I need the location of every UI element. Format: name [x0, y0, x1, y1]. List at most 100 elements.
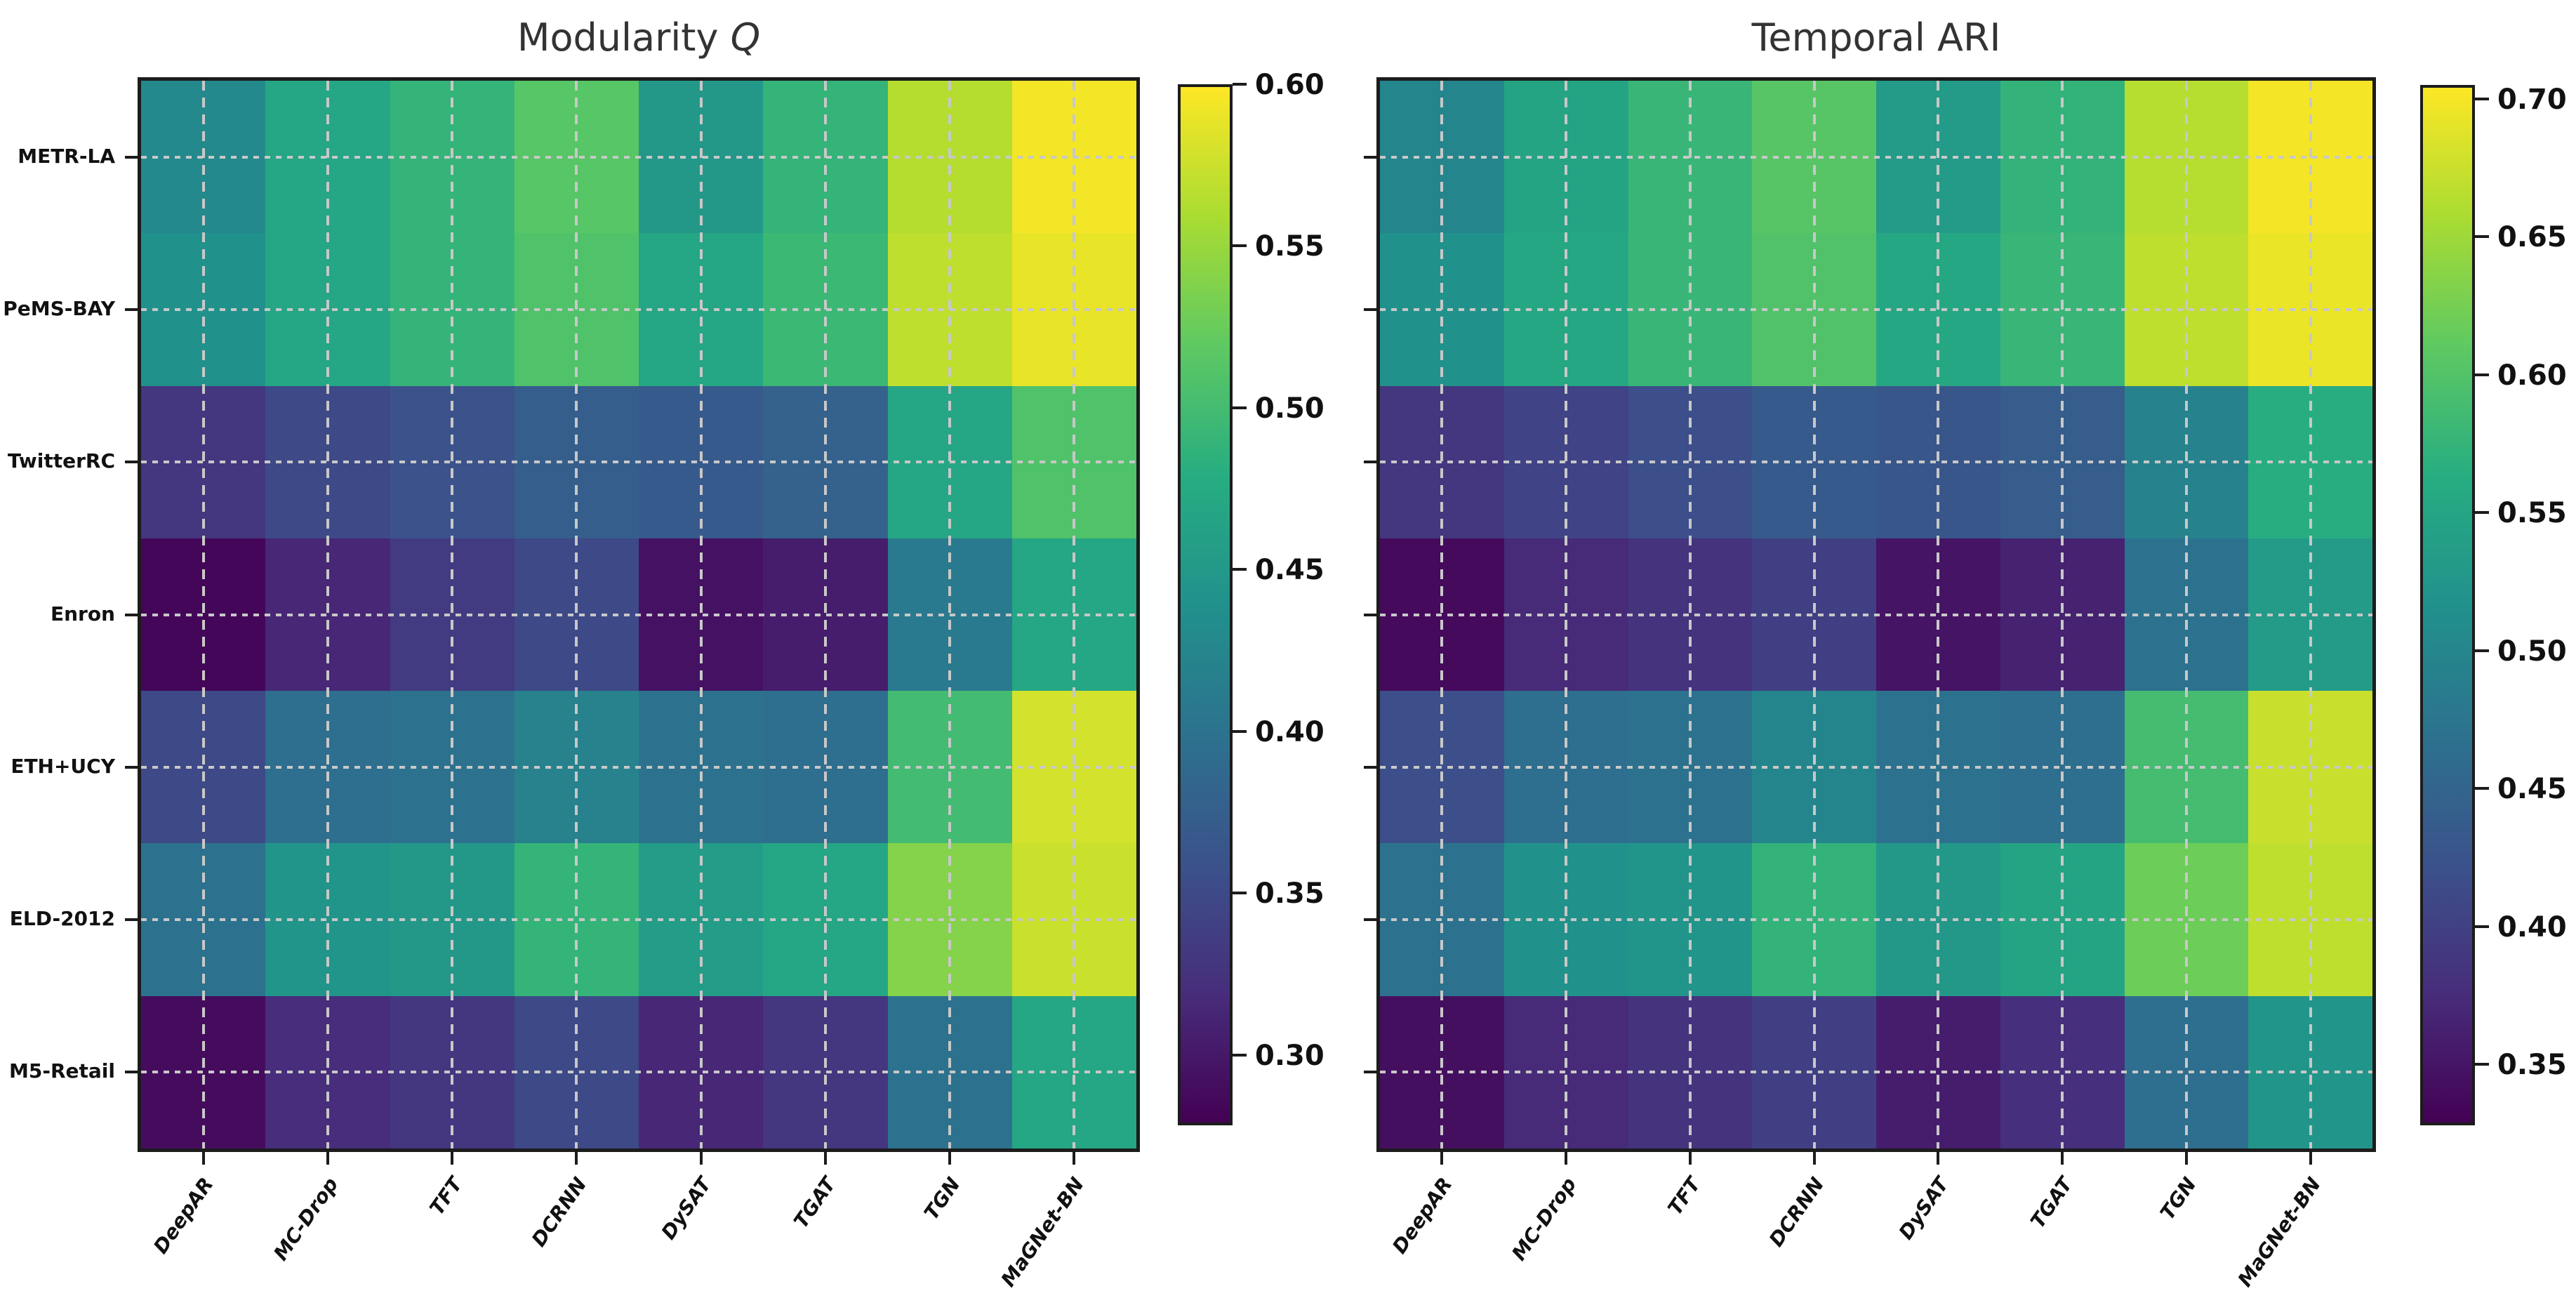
colorbar-tick-mark [2475, 1063, 2489, 1066]
x-tick-label-TGAT: TGAT [2026, 1173, 2078, 1233]
horizontal-gridline [1380, 1071, 2372, 1074]
colorbar-left [1178, 84, 1233, 1125]
colorbar-tick-mark [2475, 373, 2489, 376]
horizontal-gridline [1380, 765, 2372, 769]
x-tick-label-TGN: TGN [919, 1173, 965, 1224]
y-tick-mark [125, 1071, 138, 1074]
colorbar-tick-mark [1233, 1053, 1247, 1057]
horizontal-gridline [141, 307, 1136, 311]
colorbar-right [2420, 85, 2475, 1125]
horizontal-gridline [1380, 613, 2372, 616]
y-tick-label-ELD-2012: ELD-2012 [9, 907, 115, 931]
colorbar-tick-label: 0.55 [2497, 497, 2567, 530]
colorbar-tick-label: 0.50 [2497, 635, 2567, 668]
right-panel-title: Temporal ARI [1751, 15, 2001, 60]
y-tick-mark [1364, 461, 1376, 464]
x-tick-mark [2184, 1152, 2188, 1165]
horizontal-gridline [141, 918, 1136, 922]
colorbar-tick-label: 0.70 [2497, 83, 2567, 116]
x-tick-label-DCRNN: DCRNN [527, 1173, 592, 1251]
colorbar-tick-mark [2475, 511, 2489, 515]
horizontal-gridline [141, 1071, 1136, 1074]
colorbar-tick-label: 0.45 [2497, 773, 2567, 806]
horizontal-gridline [1380, 461, 2372, 464]
x-tick-mark [948, 1152, 952, 1165]
x-tick-mark [1440, 1152, 1444, 1165]
colorbar-tick-mark [1233, 568, 1247, 571]
y-tick-label-PeMS-BAY: PeMS-BAY [3, 296, 115, 320]
colorbar-tick-mark [2475, 235, 2489, 239]
heatmap-right-temporal-ari [1376, 77, 2376, 1152]
x-tick-label-MC-Drop: MC-Drop [268, 1173, 343, 1265]
colorbar-tick-label: 0.60 [1255, 69, 1324, 101]
x-tick-mark [823, 1152, 827, 1165]
horizontal-gridline [1380, 918, 2372, 922]
y-tick-label-Enron: Enron [50, 602, 115, 625]
x-tick-mark [1812, 1152, 1816, 1165]
colorbar-tick-mark [1233, 244, 1247, 248]
x-tick-label-TGN: TGN [2156, 1173, 2201, 1224]
colorbar-tick-mark [2475, 97, 2489, 100]
y-tick-label-METR-LA: METR-LA [18, 144, 115, 168]
y-tick-mark [125, 461, 138, 464]
colorbar-tick-label: 0.30 [1255, 1039, 1324, 1072]
horizontal-gridline [141, 765, 1136, 769]
y-tick-label-ETH+UCY: ETH+UCY [11, 754, 115, 778]
colorbar-tick-label: 0.65 [2497, 221, 2567, 254]
colorbar-tick-mark [1233, 406, 1247, 409]
colorbar-tick-label: 0.45 [1255, 554, 1324, 587]
x-tick-mark [575, 1152, 578, 1165]
colorbar-tick-label: 0.55 [1255, 230, 1324, 263]
colorbar-tick-label: 0.40 [2497, 911, 2567, 944]
x-tick-label-DySAT: DySAT [1894, 1173, 1953, 1244]
x-tick-label-TFT: TFT [1662, 1173, 1705, 1219]
x-tick-label-DCRNN: DCRNN [1765, 1173, 1829, 1251]
x-tick-mark [451, 1152, 454, 1165]
colorbar-tick-label: 0.35 [2497, 1049, 2567, 1082]
title-italic-q: Q [730, 15, 761, 60]
x-tick-mark [1073, 1152, 1076, 1165]
y-tick-mark [1364, 1071, 1376, 1074]
y-tick-mark [1364, 307, 1376, 311]
horizontal-gridline [141, 613, 1136, 616]
colorbar-tick-mark [1233, 83, 1247, 86]
x-tick-label-DeepAR: DeepAR [1387, 1173, 1457, 1258]
y-tick-mark [1364, 155, 1376, 159]
horizontal-gridline [141, 155, 1136, 159]
colorbar-tick-label: 0.35 [1255, 878, 1324, 911]
y-tick-mark [125, 765, 138, 769]
y-tick-mark [125, 613, 138, 616]
x-tick-mark [1937, 1152, 1940, 1165]
colorbar-tick-label: 0.50 [1255, 392, 1324, 425]
x-tick-mark [2061, 1152, 2064, 1165]
x-tick-label-TGAT: TGAT [788, 1173, 840, 1233]
heatmap-left-modularity-q [138, 77, 1140, 1152]
y-tick-mark [125, 918, 138, 922]
y-tick-mark [1364, 918, 1376, 922]
x-tick-label-DeepAR: DeepAR [149, 1173, 218, 1258]
colorbar-tick-mark [1233, 892, 1247, 895]
left-panel-title: Modularity Q [517, 15, 761, 60]
y-tick-label-TwitterRC: TwitterRC [7, 449, 115, 473]
y-tick-mark [1364, 613, 1376, 616]
x-tick-label-MC-Drop: MC-Drop [1506, 1173, 1581, 1265]
y-tick-label-M5-Retail: M5-Retail [9, 1059, 115, 1083]
x-tick-label-MaGNet-BN: MaGNet-BN [2233, 1173, 2325, 1291]
x-tick-mark [1688, 1152, 1692, 1165]
y-tick-mark [125, 155, 138, 159]
colorbar-tick-label: 0.60 [2497, 359, 2567, 392]
colorbar-tick-mark [1233, 729, 1247, 733]
colorbar-tick-mark [2475, 925, 2489, 928]
horizontal-gridline [1380, 307, 2372, 311]
x-tick-mark [201, 1152, 205, 1165]
x-tick-label-TFT: TFT [425, 1173, 467, 1219]
y-tick-mark [1364, 765, 1376, 769]
x-tick-label-MaGNet-BN: MaGNet-BN [997, 1173, 1089, 1291]
x-tick-mark [2309, 1152, 2312, 1165]
horizontal-gridline [1380, 155, 2372, 159]
colorbar-tick-mark [2475, 787, 2489, 790]
x-tick-label-DySAT: DySAT [656, 1173, 716, 1244]
x-tick-mark [1565, 1152, 1568, 1165]
colorbar-tick-mark [2475, 649, 2489, 652]
